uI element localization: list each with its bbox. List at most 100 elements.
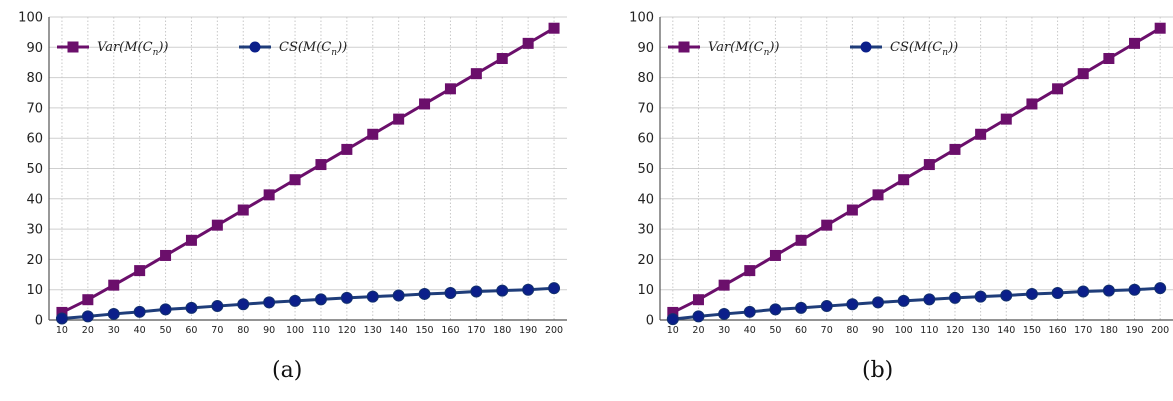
b-xtick-label: 180 xyxy=(1100,325,1118,336)
b-point-square xyxy=(667,306,679,318)
b-point-square xyxy=(923,159,935,171)
a-point-circle xyxy=(211,300,224,313)
a-ytick-label: 100 xyxy=(18,11,43,26)
chart-panel-a: 0 10 20 30 40 50 60 70 80 90 100 10 20 30 40 50 60 70 80 90… xyxy=(0,0,586,401)
b-point-circle xyxy=(1102,284,1115,297)
b-point-square xyxy=(975,128,987,140)
a-point-square xyxy=(211,219,223,231)
a-point-circle xyxy=(366,290,379,303)
a-point-square xyxy=(160,249,172,261)
a-point-square xyxy=(289,174,301,186)
b-xtick-label: 160 xyxy=(1049,325,1067,336)
a-point-circle xyxy=(340,291,353,304)
b-ytick-label: 90 xyxy=(637,41,654,56)
b-xtick-label: 120 xyxy=(946,325,964,336)
a-point-circle xyxy=(289,294,302,307)
b-xtick-label: 200 xyxy=(1151,325,1169,336)
chart-svg-b: 0 10 20 30 40 50 60 70 80 90 100 10 20 30 40 50 60 70 80 90… xyxy=(629,11,1173,336)
b-xtick-label: 170 xyxy=(1074,325,1092,336)
a-point-square xyxy=(263,189,275,201)
a-ytick-label: 50 xyxy=(26,162,43,177)
a-xtick-label: 90 xyxy=(263,325,275,336)
b-point-circle xyxy=(769,303,782,316)
b-ytick-label: 100 xyxy=(629,11,654,26)
a-xtick-label: 10 xyxy=(56,325,68,336)
a-point-square xyxy=(393,113,405,125)
a-xtick-label: 100 xyxy=(286,325,304,336)
a-xtick-label: 170 xyxy=(467,325,485,336)
b-point-circle xyxy=(923,293,936,306)
a-point-square xyxy=(134,265,146,277)
b-point-circle xyxy=(743,305,756,318)
a-xtick-label: 140 xyxy=(390,325,408,336)
caption-b: (b) xyxy=(862,358,894,383)
b-ytick-label: 60 xyxy=(637,132,654,147)
b-xtick-label: 140 xyxy=(997,325,1015,336)
b-point-square xyxy=(1154,22,1166,34)
b-point-square xyxy=(1129,37,1141,49)
b-point-circle xyxy=(795,301,808,314)
a-point-circle xyxy=(107,307,120,320)
b-point-square xyxy=(1052,83,1064,95)
a-point-circle xyxy=(444,287,457,300)
b-point-circle xyxy=(1128,283,1141,296)
a-point-square xyxy=(367,128,379,140)
a-xtick-label: 150 xyxy=(415,325,433,336)
a-point-circle xyxy=(159,303,172,316)
b-xtick-label: 110 xyxy=(920,325,938,336)
a-ytick-label: 90 xyxy=(26,41,43,56)
b-xtick-label: 30 xyxy=(718,325,730,336)
a-legend-marker-square xyxy=(67,41,79,53)
a-point-square xyxy=(341,143,353,155)
a-legend-marker-circle xyxy=(249,41,261,53)
a-point-circle xyxy=(185,301,198,314)
a-ytick-label: 0 xyxy=(35,314,43,329)
a-point-square xyxy=(548,22,560,34)
a-xtick-label: 30 xyxy=(108,325,120,336)
b-xtick-label: 20 xyxy=(692,325,704,336)
b-point-circle xyxy=(1025,287,1038,300)
b-point-circle xyxy=(872,296,885,309)
b-ytick-label: 30 xyxy=(637,223,654,238)
a-point-square xyxy=(419,98,431,110)
a-point-circle xyxy=(133,305,146,318)
a-point-square xyxy=(522,37,534,49)
a-ytick-label: 40 xyxy=(26,192,43,207)
b-ytick-label: 20 xyxy=(637,253,654,268)
b-point-circle xyxy=(897,294,910,307)
a-point-square xyxy=(237,204,249,216)
a-point-circle xyxy=(418,287,431,300)
b-ytick-label: 70 xyxy=(637,101,654,116)
b-legend-marker-square xyxy=(678,41,690,53)
b-xtick-label: 150 xyxy=(1023,325,1041,336)
b-point-square xyxy=(872,189,884,201)
b-xtick-label: 190 xyxy=(1125,325,1143,336)
b-point-circle xyxy=(1154,282,1167,295)
b-legend-label-1: Var(M(Cn)) xyxy=(708,40,780,58)
b-ytick-label: 80 xyxy=(637,71,654,86)
b-xtick-label: 90 xyxy=(872,325,884,336)
b-point-circle xyxy=(666,313,679,326)
a-point-square xyxy=(315,159,327,171)
a-point-square xyxy=(470,68,482,80)
a-legend-label-1: Var(M(Cn)) xyxy=(97,40,169,58)
a-point-square xyxy=(108,279,120,291)
b-point-circle xyxy=(846,298,859,311)
a-ytick-label: 70 xyxy=(26,101,43,116)
b-xtick-label: 60 xyxy=(795,325,807,336)
a-point-circle xyxy=(55,312,68,325)
b-legend-marker-circle xyxy=(860,41,872,53)
b-ytick-label: 0 xyxy=(646,314,654,329)
b-point-square xyxy=(718,279,730,291)
a-ytick-label: 20 xyxy=(26,253,43,268)
a-point-square xyxy=(496,53,508,65)
b-xtick-label: 70 xyxy=(821,325,833,336)
a-xtick-label: 70 xyxy=(211,325,223,336)
a-point-circle xyxy=(314,293,327,306)
b-point-square xyxy=(949,143,961,155)
a-point-circle xyxy=(496,284,509,297)
a-ytick-label: 60 xyxy=(26,132,43,147)
a-point-circle xyxy=(81,310,94,323)
a-xtick-label: 120 xyxy=(338,325,356,336)
b-ytick-label: 10 xyxy=(637,283,654,298)
